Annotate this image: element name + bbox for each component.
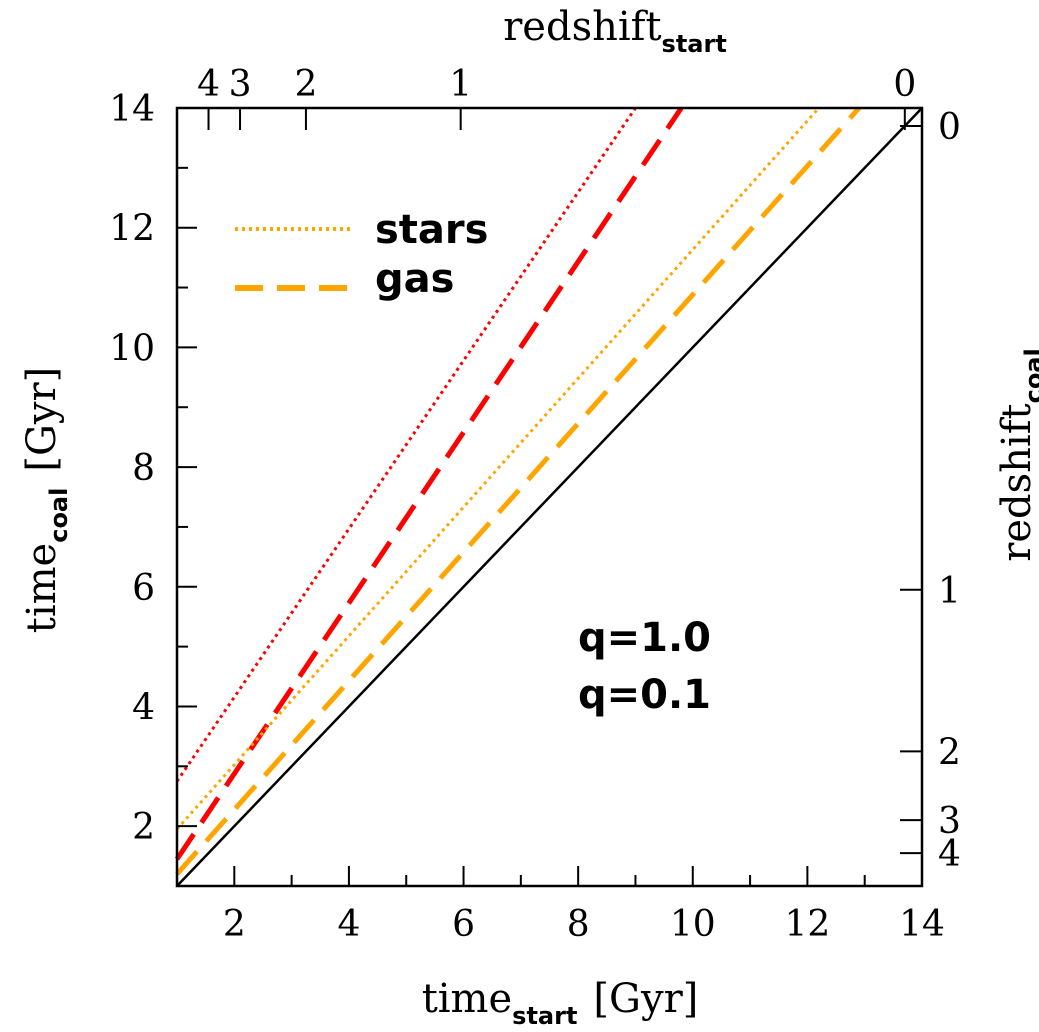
x-tick-label: 2	[223, 904, 246, 945]
y-axis-title: timecoal[Gyr]	[19, 367, 73, 634]
y-tick-label: 8	[132, 448, 155, 489]
y-tick-label: 12	[109, 209, 155, 250]
top-tick-label: 2	[294, 64, 317, 105]
y-tick-label: 10	[109, 328, 155, 369]
x-tick-label: 4	[337, 904, 360, 945]
x-axis-title: timestart [Gyr]	[422, 976, 699, 1030]
annotation-q-0-1: q=0.1	[578, 672, 711, 718]
right-tick-label: 4	[938, 834, 961, 875]
right-axis-title: redshiftcoal	[994, 348, 1039, 562]
top-tick-label: 4	[197, 64, 220, 105]
x-tick-label: 8	[567, 904, 590, 945]
y-tick-label: 2	[132, 807, 155, 848]
y-tick-label: 4	[132, 687, 155, 728]
series-line-3-dotted	[175, 107, 820, 831]
legend-label-gas: gas	[375, 256, 454, 302]
plot-frame	[175, 106, 924, 888]
x-tick-label: 6	[452, 904, 475, 945]
x-tick-label: 14	[899, 904, 945, 945]
series-layer	[174, 106, 923, 887]
series-line-1-dotted	[175, 107, 637, 783]
top-axis-title: redshiftstart	[503, 4, 727, 58]
right-tick-label: 3	[938, 801, 961, 842]
y-tick-label: 6	[132, 568, 155, 609]
right-tick-label: 0	[938, 107, 961, 148]
legend-label-stars: stars	[375, 207, 488, 253]
annotation-q-1-0: q=1.0	[578, 615, 711, 661]
top-tick-label: 3	[229, 64, 252, 105]
legend: stars gas	[235, 207, 488, 302]
top-tick-label: 1	[449, 64, 472, 105]
series-line-4-dashed	[175, 106, 861, 876]
y-tick-label: 14	[109, 89, 155, 130]
ticks-layer	[176, 107, 923, 887]
x-tick-label: 12	[784, 904, 830, 945]
top-tick-label: 0	[893, 64, 916, 105]
x-tick-label: 10	[670, 904, 716, 945]
right-tick-label: 1	[938, 571, 961, 612]
series-line-0-solid	[176, 107, 923, 887]
right-tick-label: 2	[938, 732, 961, 773]
